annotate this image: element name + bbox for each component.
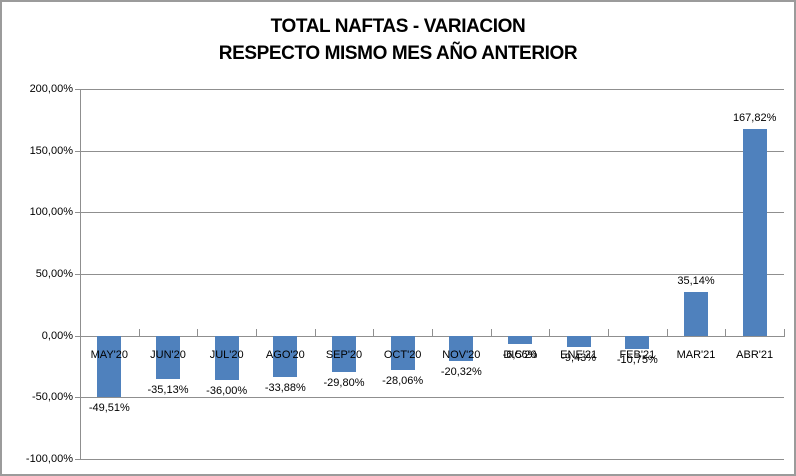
gridline-200 [80,89,784,90]
data-label-ENE'21: -9,43% [561,352,597,365]
data-label-MAY'20: -49,51% [88,401,130,414]
data-label-SEP'20: -29,80% [323,377,365,390]
bar-JUN'20 [156,335,180,379]
x-axis-label-JUL'20: JUL'20 [209,348,244,361]
bar-NOV'20 [449,335,474,361]
gridline--50 [80,397,784,399]
x-axis-tick-3 [256,328,257,337]
y-axis-tick--100 [75,459,80,460]
data-label-OCT'20: -28,06% [382,375,424,388]
bar-OCT'20 [390,335,415,371]
y-axis-tick-50 [75,274,80,275]
bar-FEB'21 [625,335,650,349]
bar-AGO'20 [273,335,298,378]
gridline-100 [80,212,784,214]
x-axis-label-OCT'20: OCT'20 [383,348,422,361]
y-axis-tick-200 [75,89,80,90]
data-label-FEB'21: -10,75% [616,353,658,366]
data-label-NOV'20: -20,32% [440,365,482,378]
x-axis-label-SEP'20: SEP'20 [325,348,363,361]
bar-ABR'21 [742,128,767,336]
x-axis-tick-6 [432,328,433,337]
bar-JUL'20 [214,335,239,381]
data-label-JUL'20: -36,00% [206,385,248,398]
chart-title: TOTAL NAFTAS - VARIACION RESPECTO MISMO … [2,13,794,67]
chart-title-line2: RESPECTO MISMO MES AÑO ANTERIOR [218,43,578,64]
x-axis-label-ENE'21: ENE'21 [560,348,598,361]
y-axis-label-200: 200,00% [29,83,73,95]
y-axis-label-100: 100,00% [29,206,73,219]
x-axis-label-DIC'20: DIC'20 [503,348,537,361]
y-axis-label-0: 0,00% [41,329,73,342]
x-axis-tick-7 [490,328,492,337]
x-axis-tick-0 [80,328,81,337]
data-label-JUN'20: -35,13% [147,383,189,396]
x-axis-tick-4 [314,328,316,337]
data-label-AGO'20: -33,88% [264,382,306,395]
y-axis-label-50: 50,00% [35,268,73,280]
y-axis-tick-100 [75,212,80,214]
x-axis-label-AGO'20: AGO'20 [265,348,305,361]
bar-ENE'21 [566,335,591,348]
x-axis-label-ABR'21: ABR'21 [736,348,774,361]
gridline--100 [80,459,784,460]
y-axis-label--50: -50,00% [32,391,73,404]
x-axis-tick-12 [784,328,785,337]
bar-DIC'20 [508,335,532,344]
x-axis-label-NOV'20: NOV'20 [442,348,481,361]
x-axis-tick-2 [197,328,199,337]
x-axis-tick-8 [549,328,551,337]
x-axis-tick-1 [138,328,140,337]
x-axis-tick-5 [373,328,375,337]
gridline-50 [80,274,784,275]
y-axis-tick-150 [75,150,80,152]
x-axis-label-FEB'21: FEB'21 [619,348,656,361]
x-axis-label-JUN'20: JUN'20 [150,348,186,361]
data-label-ABR'21: 167,82% [732,111,777,124]
y-axis-line [80,89,81,459]
y-axis-label--100: -100,00% [25,453,73,465]
y-axis-tick-0 [75,335,80,337]
x-axis-label-MAR'21: MAR'21 [676,348,716,361]
x-axis-tick-10 [666,328,668,337]
x-axis-label-MAY'20: MAY'20 [90,348,129,361]
data-label-DIC'20: -6,56% [502,348,538,361]
y-axis-tick--50 [75,397,80,399]
y-axis-label-150: 150,00% [29,144,73,157]
x-axis-tick-9 [608,328,609,337]
x-axis-tick-11 [725,328,727,337]
bar-MAY'20 [97,335,122,397]
chart-title-line1: TOTAL NAFTAS - VARIACION [270,16,526,37]
data-label-MAR'21: 35,14% [677,275,715,288]
bar-SEP'20 [332,335,356,373]
bar-MAR'21 [684,292,708,336]
gridline-150 [80,150,784,152]
plot-area: 200,00% 150,00% 100,00% 50,00% 0,00% -50,00% -… [26,83,785,465]
